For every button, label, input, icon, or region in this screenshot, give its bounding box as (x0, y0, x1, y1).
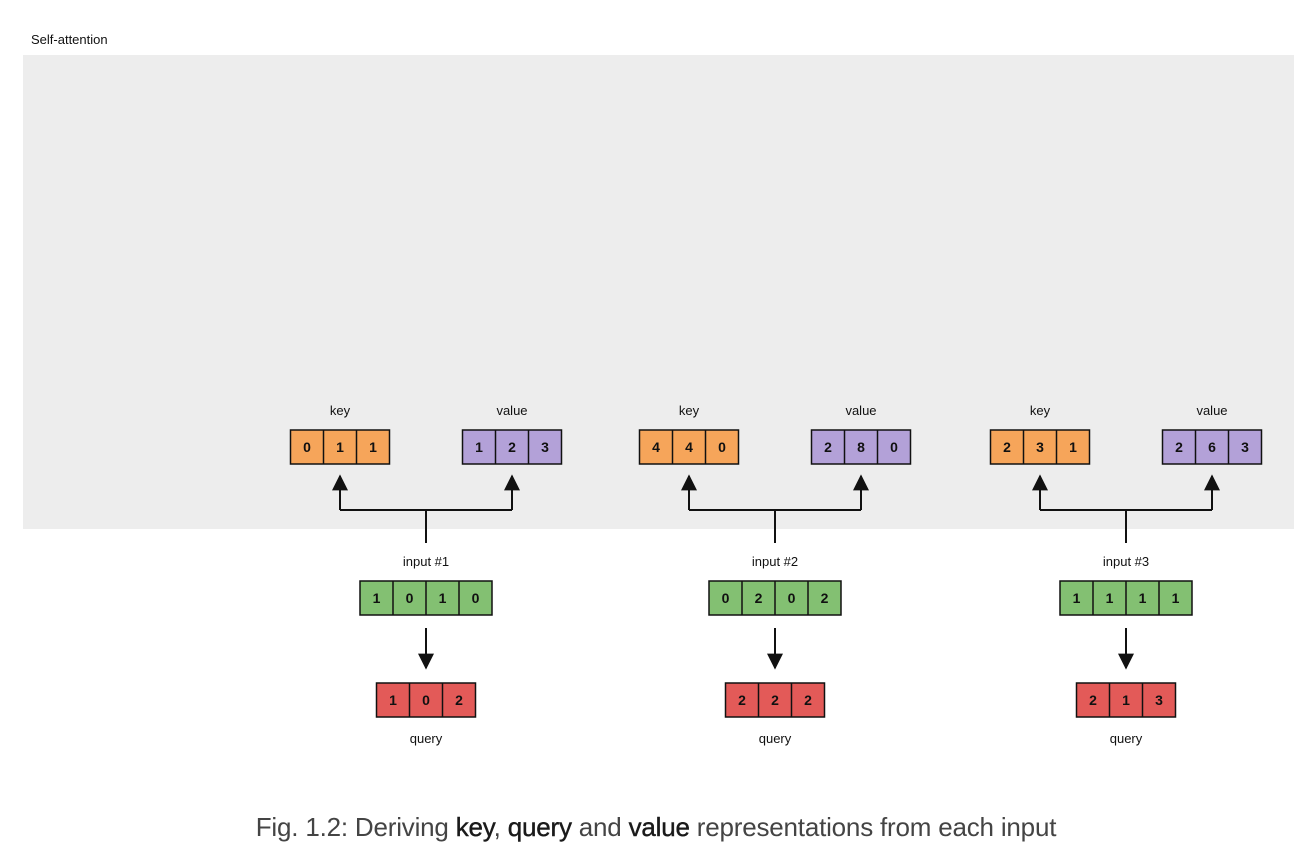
input-vector-cell: 0 (788, 590, 796, 606)
input-vector-cell: 1 (1073, 590, 1081, 606)
value-vector-cell: 1 (475, 439, 483, 455)
value-vector-box (461, 429, 563, 465)
value-vector-cell: 3 (1241, 439, 1249, 455)
key-label: key (679, 403, 700, 418)
query-label: query (1110, 731, 1143, 746)
input-vector-cell: 1 (373, 590, 381, 606)
input-vector-cell: 2 (821, 590, 829, 606)
key-vector-cell: 1 (369, 439, 377, 455)
value-label: value (1196, 403, 1227, 418)
input-vector-cell: 2 (755, 590, 763, 606)
input-vector-cell: 1 (1139, 590, 1147, 606)
input-label: input #1 (403, 554, 449, 569)
key-vector-cell: 0 (303, 439, 311, 455)
diagram-title: Self-attention (31, 32, 108, 47)
value-vector-box (1161, 429, 1263, 465)
caption-suffix: representations from each input (689, 812, 1057, 842)
input-vector-cell: 0 (472, 590, 480, 606)
value-vector-cell: 6 (1208, 439, 1216, 455)
input-vector-cell: 0 (722, 590, 730, 606)
self-attention-diagram: key value 0 1 1 1 2 3 input #1 1 0 1 0 1 0 2 query key val… (289, 403, 1263, 746)
caption-separator: and (571, 812, 629, 842)
query-vector-box (724, 682, 826, 718)
query-vector-cell: 2 (771, 692, 779, 708)
value-vector-box (810, 429, 912, 465)
input-label: input #2 (752, 554, 798, 569)
key-vector-cell: 4 (685, 439, 693, 455)
input-vector-cell: 1 (1172, 590, 1180, 606)
query-label: query (410, 731, 443, 746)
value-vector-cell: 3 (541, 439, 549, 455)
key-vector-box (638, 429, 740, 465)
query-vector-cell: 1 (389, 692, 397, 708)
figure-caption: Fig. 1.2: Deriving key, query and value … (0, 812, 1312, 843)
key-vector-cell: 0 (718, 439, 726, 455)
caption-value-term: value (628, 812, 690, 842)
caption-query-term: query (507, 812, 573, 842)
value-label: value (845, 403, 876, 418)
key-vector-cell: 1 (336, 439, 344, 455)
value-vector-cell: 0 (890, 439, 898, 455)
value-vector-cell: 2 (1175, 439, 1183, 455)
value-vector-cell: 8 (857, 439, 865, 455)
key-label: key (330, 403, 351, 418)
query-vector-cell: 1 (1122, 692, 1130, 708)
key-vector-cell: 4 (652, 439, 660, 455)
query-vector-cell: 2 (455, 692, 463, 708)
value-vector-cell: 2 (508, 439, 516, 455)
query-vector-cell: 2 (1089, 692, 1097, 708)
caption-separator: , (493, 812, 508, 842)
query-label: query (759, 731, 792, 746)
input-label: input #3 (1103, 554, 1149, 569)
query-vector-cell: 2 (804, 692, 812, 708)
input-vector-cell: 1 (439, 590, 447, 606)
input-vector-cell: 1 (1106, 590, 1114, 606)
caption-key-term: key (455, 812, 495, 842)
caption-prefix: Fig. 1.2: Deriving (255, 812, 456, 842)
input-vector-cell: 0 (406, 590, 414, 606)
query-vector-cell: 0 (422, 692, 430, 708)
query-vector-box (375, 682, 477, 718)
key-vector-cell: 1 (1069, 439, 1077, 455)
key-label: key (1030, 403, 1051, 418)
query-vector-cell: 2 (738, 692, 746, 708)
value-vector-cell: 2 (824, 439, 832, 455)
key-vector-cell: 2 (1003, 439, 1011, 455)
key-vector-box (989, 429, 1091, 465)
query-vector-cell: 3 (1155, 692, 1163, 708)
value-label: value (496, 403, 527, 418)
key-vector-cell: 3 (1036, 439, 1044, 455)
key-vector-box (289, 429, 391, 465)
query-vector-box (1075, 682, 1177, 718)
